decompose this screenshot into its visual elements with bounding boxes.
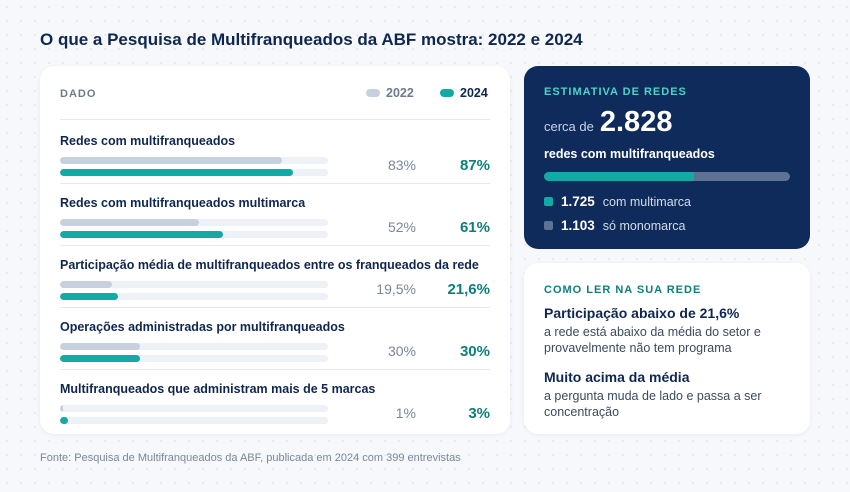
value-2024: 30% <box>459 343 490 360</box>
read-title: COMO LER NA SUA REDE <box>544 284 702 296</box>
estimate-subtitle: redes com multifranqueados <box>544 147 715 161</box>
category-label: Multifranqueados que administram mais de… <box>60 382 376 396</box>
bar-2022-track <box>60 281 328 288</box>
monomarca-label: só monomarca <box>602 218 686 233</box>
bar-2022 <box>60 343 141 350</box>
bar-2022-track <box>60 219 328 226</box>
legend-label-2022: 2022 <box>386 86 414 100</box>
bar-2024-track <box>60 293 328 300</box>
multimarca-label: com multimarca <box>602 194 692 209</box>
read-item-text: a rede está abaixo da média do setor e p… <box>544 325 761 355</box>
bar-2024 <box>60 293 118 300</box>
split-bar <box>544 172 790 181</box>
legend-swatch-2022 <box>366 89 380 97</box>
estimate-title: ESTIMATIVA DE REDES <box>544 86 687 98</box>
bar-2024 <box>60 169 294 176</box>
bar-2024 <box>60 417 69 424</box>
chart-row: Redes com multifranqueados multimarca 52%… <box>60 184 490 246</box>
legend-2022: 2022 <box>366 86 414 100</box>
estimate-line: cerca de 2.828 <box>544 106 672 139</box>
value-2022: 30% <box>387 343 416 359</box>
read-item-heading: Muito acima da média <box>544 369 690 385</box>
how-to-read-card: COMO LER NA SUA REDE Participação abaixo… <box>524 263 810 434</box>
value-2022: 52% <box>387 219 416 235</box>
read-item: Muito acima da média a pergunta muda de … <box>544 369 794 420</box>
split-monomarca: 1.103 só monomarca <box>544 218 685 233</box>
bar-2022 <box>60 157 283 164</box>
value-2022: 1% <box>395 405 416 421</box>
chart-row: Multifranqueados que administram mais de… <box>60 370 490 432</box>
split-multimarca: 1.725 com multimarca <box>544 194 691 209</box>
comparison-chart-card: DADO 2022 2024 Redes com multifranqueado… <box>40 66 510 434</box>
value-2022: 19,5% <box>376 281 416 297</box>
multimarca-swatch <box>544 197 553 206</box>
bar-2024 <box>60 355 141 362</box>
category-label: Redes com multifranqueados multimarca <box>60 196 306 210</box>
chart-header: DADO 2022 2024 <box>60 80 490 120</box>
category-label: Operações administradas por multifranque… <box>60 320 345 334</box>
legend-swatch-2024 <box>440 89 454 97</box>
category-label: Redes com multifranqueados <box>60 134 236 148</box>
source-note: Fonte: Pesquisa de Multifranqueados da A… <box>40 452 461 464</box>
monomarca-count: 1.103 <box>561 218 595 233</box>
read-item-text: a pergunta muda de lado e passa a ser co… <box>544 389 762 419</box>
value-2024: 61% <box>459 219 490 236</box>
bar-2022-track <box>60 157 328 164</box>
value-2024: 87% <box>459 157 490 174</box>
legend-label-2024: 2024 <box>460 86 488 100</box>
bar-2022 <box>60 405 63 412</box>
column-label: DADO <box>60 88 97 100</box>
monomarca-swatch <box>544 221 553 230</box>
bar-2024 <box>60 231 224 238</box>
bar-2022 <box>60 281 113 288</box>
bar-2022-track <box>60 405 328 412</box>
read-item: Participação abaixo de 21,6% a rede está… <box>544 305 794 356</box>
bar-2022 <box>60 219 200 226</box>
page-title: O que a Pesquisa de Multifranqueados da … <box>40 30 583 49</box>
legend-2024: 2024 <box>440 86 488 100</box>
bar-2024-track <box>60 169 328 176</box>
estimate-number: 2.828 <box>599 106 673 138</box>
bar-2022-track <box>60 343 328 350</box>
category-label: Participação média de multifranqueados e… <box>60 258 479 272</box>
chart-row: Redes com multifranqueados 83% 87% <box>60 122 490 184</box>
estimate-prefix: cerca de <box>544 119 594 134</box>
value-2024: 21,6% <box>447 281 490 298</box>
bar-2024-track <box>60 231 328 238</box>
read-item-heading: Participação abaixo de 21,6% <box>544 305 740 321</box>
multimarca-count: 1.725 <box>561 194 595 209</box>
bar-2024-track <box>60 355 328 362</box>
split-bar-multimarca-fill <box>544 172 695 181</box>
value-2024: 3% <box>468 405 490 422</box>
value-2022: 83% <box>387 157 416 173</box>
chart-row: Participação média de multifranqueados e… <box>60 246 490 308</box>
chart-row: Operações administradas por multifranque… <box>60 308 490 370</box>
bar-2024-track <box>60 417 328 424</box>
estimate-card: ESTIMATIVA DE REDES cerca de 2.828 redes… <box>524 66 810 249</box>
